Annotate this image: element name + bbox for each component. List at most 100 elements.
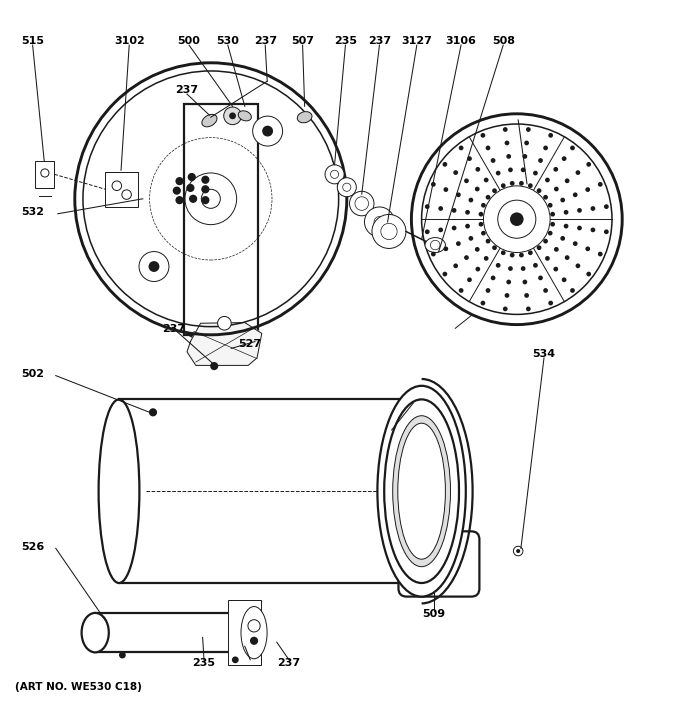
Circle shape [486, 146, 490, 151]
Text: 237: 237 [277, 657, 301, 668]
Text: 3106: 3106 [445, 36, 477, 46]
Circle shape [464, 256, 469, 260]
Circle shape [149, 408, 157, 416]
Bar [95, 613, 231, 652]
Circle shape [528, 251, 532, 255]
Circle shape [560, 198, 565, 203]
Circle shape [443, 246, 448, 251]
Circle shape [562, 277, 566, 282]
Circle shape [564, 224, 568, 229]
Circle shape [469, 236, 473, 241]
Circle shape [232, 657, 239, 663]
Text: 237: 237 [162, 324, 185, 334]
Circle shape [548, 300, 553, 306]
Circle shape [443, 162, 447, 167]
Polygon shape [189, 334, 253, 354]
Circle shape [545, 177, 550, 182]
Circle shape [543, 239, 548, 243]
Ellipse shape [297, 111, 312, 123]
Text: 507: 507 [291, 36, 314, 46]
Circle shape [519, 181, 524, 185]
Circle shape [526, 306, 530, 311]
Circle shape [507, 154, 511, 159]
Circle shape [483, 186, 550, 253]
Circle shape [229, 112, 236, 119]
Circle shape [543, 195, 548, 200]
Circle shape [475, 266, 480, 272]
Circle shape [465, 224, 470, 229]
Circle shape [176, 177, 183, 185]
Text: 509: 509 [422, 609, 445, 618]
Circle shape [148, 261, 159, 272]
Circle shape [598, 182, 602, 187]
Circle shape [188, 174, 195, 180]
Circle shape [524, 293, 529, 298]
Circle shape [562, 156, 566, 161]
Circle shape [510, 253, 515, 258]
Circle shape [604, 230, 609, 234]
Circle shape [543, 288, 548, 292]
Circle shape [554, 247, 559, 252]
Circle shape [253, 116, 283, 146]
Circle shape [459, 288, 464, 292]
Circle shape [548, 231, 553, 235]
Circle shape [202, 186, 209, 193]
Circle shape [564, 210, 568, 214]
Circle shape [372, 214, 406, 248]
Circle shape [537, 245, 541, 250]
Text: 3127: 3127 [401, 36, 432, 46]
Circle shape [431, 182, 436, 187]
Circle shape [533, 171, 538, 175]
Circle shape [139, 251, 169, 282]
Circle shape [475, 187, 479, 191]
Circle shape [173, 188, 180, 194]
Circle shape [510, 212, 524, 226]
Circle shape [508, 167, 513, 172]
Ellipse shape [238, 111, 252, 121]
Circle shape [190, 195, 197, 202]
Circle shape [586, 272, 591, 277]
Circle shape [577, 208, 582, 213]
Circle shape [491, 276, 496, 280]
Circle shape [573, 241, 577, 246]
Circle shape [507, 279, 511, 285]
Circle shape [425, 230, 430, 234]
Circle shape [537, 188, 541, 193]
Circle shape [492, 188, 497, 193]
Circle shape [202, 177, 209, 183]
Circle shape [538, 158, 543, 163]
Circle shape [210, 362, 218, 370]
Circle shape [475, 247, 479, 252]
Circle shape [486, 195, 490, 200]
Circle shape [554, 167, 558, 172]
Circle shape [575, 264, 580, 268]
Circle shape [522, 279, 527, 285]
FancyBboxPatch shape [398, 531, 479, 597]
Circle shape [524, 140, 529, 146]
Circle shape [443, 272, 447, 277]
Circle shape [481, 300, 486, 306]
Circle shape [119, 652, 126, 659]
Circle shape [454, 170, 458, 175]
Ellipse shape [425, 237, 445, 253]
Circle shape [533, 263, 538, 268]
Circle shape [456, 193, 461, 197]
Circle shape [604, 204, 609, 209]
Circle shape [481, 231, 486, 235]
Circle shape [550, 212, 555, 216]
Circle shape [479, 222, 483, 227]
Circle shape [262, 126, 273, 137]
Circle shape [492, 245, 497, 250]
Circle shape [570, 288, 575, 292]
Circle shape [337, 177, 356, 197]
Text: 237: 237 [368, 36, 391, 46]
Bar [228, 600, 261, 665]
Circle shape [565, 178, 570, 183]
Ellipse shape [393, 416, 450, 567]
Text: (ART NO. WE530 C18): (ART NO. WE530 C18) [15, 682, 142, 692]
Bar [184, 104, 258, 334]
Text: 534: 534 [532, 349, 556, 359]
Circle shape [560, 236, 565, 241]
Circle shape [505, 293, 509, 298]
Circle shape [483, 256, 488, 261]
